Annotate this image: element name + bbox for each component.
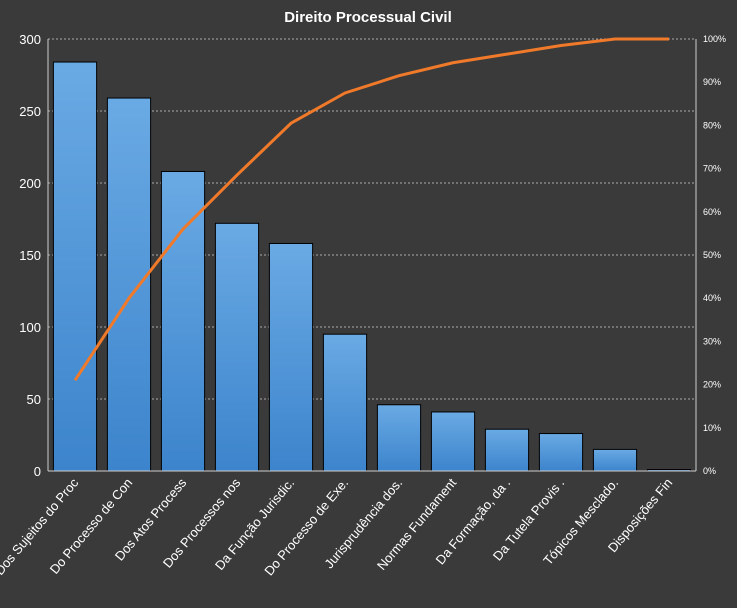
bar-11 — [593, 449, 636, 471]
bar-2 — [107, 98, 150, 471]
y2-tick-label: 100% — [703, 34, 726, 44]
bar-9 — [485, 429, 528, 471]
bar-10 — [539, 434, 582, 471]
bar-6 — [323, 334, 366, 471]
y-tick-label: 100 — [19, 320, 41, 335]
bar-5 — [269, 243, 312, 471]
y2-tick-label: 0% — [703, 466, 716, 476]
bar-4 — [215, 223, 258, 471]
y-tick-label: 50 — [27, 392, 41, 407]
y2-tick-label: 90% — [703, 77, 721, 87]
y2-tick-label: 70% — [703, 164, 721, 174]
y-tick-label: 0 — [34, 464, 41, 479]
y-tick-label: 300 — [19, 32, 41, 47]
bar-1 — [53, 62, 96, 471]
y-tick-label: 200 — [19, 176, 41, 191]
bar-3 — [161, 171, 204, 471]
y-tick-label: 250 — [19, 104, 41, 119]
chart-title: Direito Processual Civil — [284, 9, 452, 26]
y2-tick-label: 50% — [703, 250, 721, 260]
y2-tick-label: 40% — [703, 293, 721, 303]
y2-tick-label: 80% — [703, 120, 721, 130]
y2-tick-label: 30% — [703, 336, 721, 346]
bar-8 — [431, 412, 474, 471]
y2-tick-label: 60% — [703, 207, 721, 217]
y2-tick-label: 20% — [703, 380, 721, 390]
bar-7 — [377, 405, 420, 471]
y-tick-label: 150 — [19, 248, 41, 263]
y2-tick-label: 10% — [703, 423, 721, 433]
